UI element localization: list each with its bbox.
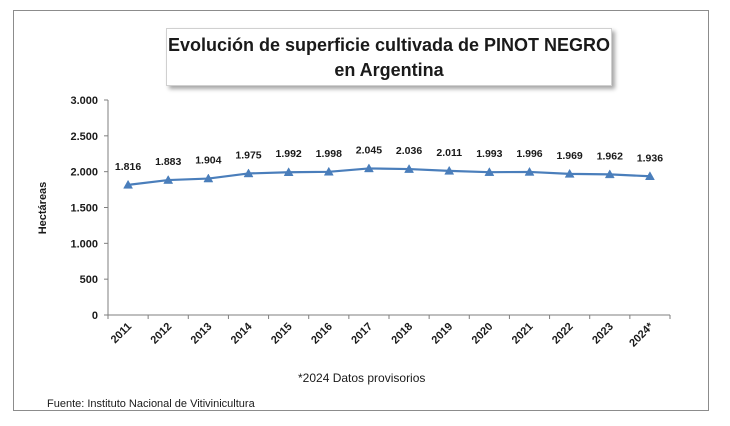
data-point-marker (283, 167, 294, 176)
data-label: 1.998 (316, 148, 342, 160)
data-point-marker (645, 171, 655, 181)
x-tick-label: 2012 (149, 321, 175, 347)
data-point-marker (564, 168, 575, 178)
x-tick-label: 2021 (510, 321, 536, 347)
y-tick-label: 1.000 (70, 238, 98, 250)
data-label: 1.975 (235, 149, 261, 161)
chart-title-line-1: Evolución de superficie cultivada de PIN… (167, 35, 611, 55)
y-tick-label: 1.500 (70, 203, 98, 215)
data-label: 2.036 (396, 145, 422, 157)
data-point-marker (524, 166, 535, 176)
data-point-marker (163, 175, 174, 184)
y-tick-label: 500 (80, 274, 98, 286)
x-tick-label: 2019 (430, 321, 456, 347)
x-tick-label: 2014 (229, 320, 255, 346)
data-point-marker (203, 173, 214, 183)
x-tick-label: 2018 (389, 321, 415, 347)
provisional-data-note: *2024 Datos provisorios (298, 371, 426, 385)
chart-title-box: Evolución de superficie cultivada de PIN… (166, 28, 612, 86)
data-label: 1.992 (276, 148, 302, 160)
data-label: 2.045 (356, 144, 382, 156)
data-point-marker (323, 166, 334, 176)
data-label: 1.962 (597, 150, 623, 162)
data-point-marker (123, 179, 133, 189)
x-axis: 2011 2012 2013 2014 2015 2016 2017 2018 2019 2020… (107, 314, 671, 349)
data-point-marker (364, 163, 374, 173)
data-point-marker (484, 167, 495, 176)
data-label: 1.993 (476, 148, 502, 160)
x-tick-label: 2017 (349, 321, 375, 347)
data-label: 1.904 (195, 155, 221, 167)
x-tick-label: 2016 (309, 321, 335, 347)
y-axis: 0 500 1.000 1.500 2.000 2.500 3.000 (70, 95, 109, 322)
data-point-marker (604, 169, 615, 179)
y-tick-label: 2.000 (70, 167, 98, 179)
data-point-marker (404, 164, 414, 173)
y-tick-label: 3.000 (70, 95, 98, 107)
data-point-marker (243, 168, 254, 178)
series-line (127, 167, 650, 186)
x-tick-label: 2023 (590, 321, 616, 347)
data-label: 1.936 (637, 152, 663, 164)
data-label: 1.996 (516, 148, 542, 160)
x-tick-label: 2015 (269, 321, 295, 347)
data-label: 1.883 (155, 156, 181, 168)
y-axis-label: Hectáreas (37, 182, 49, 235)
x-tick-label: 2011 (109, 321, 134, 346)
data-label: 2.011 (436, 147, 462, 159)
source-note: Fuente: Instituto Nacional de Vitivinicu… (47, 398, 255, 410)
data-label: 1.969 (557, 150, 583, 162)
x-tick-label: 2013 (189, 321, 215, 347)
x-tick-label: 2020 (470, 321, 496, 347)
y-tick-label: 2.500 (70, 131, 98, 143)
x-tick-label: 2022 (550, 321, 576, 347)
y-tick-label: 0 (92, 310, 98, 322)
x-tick-label: 2024* (627, 320, 656, 349)
chart-title-line-2: en Argentina (334, 60, 444, 80)
series-group: 1.816 1.883 1.904 1.975 1.992 1.998 2.045 2.036… (115, 144, 663, 189)
data-point-marker (444, 165, 455, 175)
data-label: 1.816 (115, 161, 141, 173)
